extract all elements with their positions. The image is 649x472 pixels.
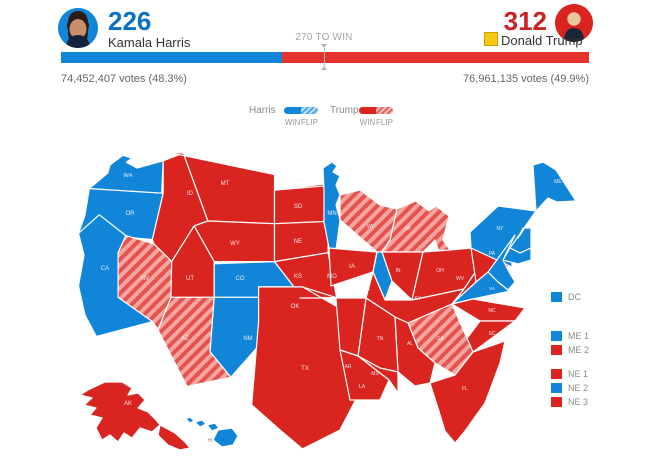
svg-text:TN: TN [377,336,384,342]
svg-text:NY: NY [497,226,505,232]
svg-text:NV: NV [141,276,149,282]
svg-text:ME: ME [554,179,562,185]
svg-text:UT: UT [186,276,194,282]
svg-text:IN: IN [396,268,401,274]
svg-text:TX: TX [301,366,309,372]
svg-text:HI: HI [208,438,213,444]
svg-text:CO: CO [236,276,245,282]
svg-text:PA: PA [489,251,496,257]
svg-text:MN: MN [327,211,336,217]
svg-text:IL: IL [365,286,371,292]
svg-text:MI: MI [405,226,411,232]
svg-text:VA: VA [489,286,495,291]
svg-text:WY: WY [230,241,240,247]
svg-text:OR: OR [126,211,136,217]
svg-text:WA: WA [123,173,132,179]
svg-text:GA: GA [436,336,444,342]
svg-text:LA: LA [359,384,366,390]
svg-text:NC: NC [488,308,496,314]
svg-text:MS: MS [371,371,379,377]
svg-text:AZ: AZ [181,336,189,342]
svg-text:OK: OK [291,304,300,310]
svg-text:ID: ID [187,191,194,197]
svg-text:WV: WV [456,276,465,282]
svg-text:AL: AL [407,341,413,347]
svg-text:NM: NM [243,336,252,342]
svg-text:AK: AK [124,401,132,407]
svg-text:SD: SD [294,204,303,210]
svg-text:AR: AR [345,364,352,370]
svg-text:CA: CA [101,266,109,272]
svg-text:WI: WI [367,224,373,230]
svg-text:MT: MT [221,181,230,187]
svg-text:KY: KY [415,296,422,302]
svg-text:IA: IA [349,264,355,270]
svg-text:MO: MO [327,274,337,280]
svg-text:NE: NE [294,239,302,245]
svg-text:KS: KS [294,274,302,280]
svg-text:ND: ND [294,178,303,184]
svg-text:FL: FL [462,386,468,392]
svg-text:SC: SC [489,331,496,337]
svg-text:OH: OH [436,268,444,274]
